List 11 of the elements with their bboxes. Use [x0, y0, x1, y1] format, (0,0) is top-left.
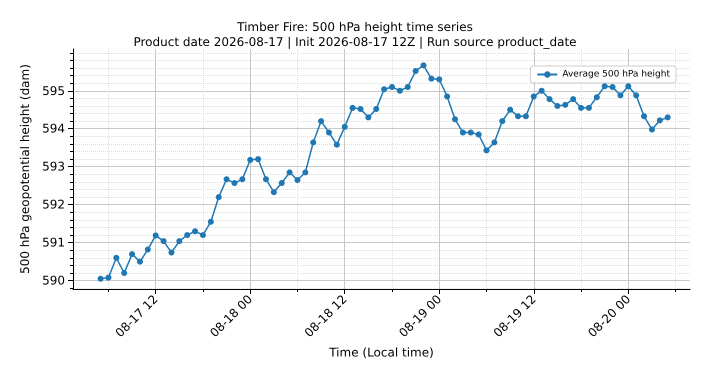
y-tick-label: 593	[42, 160, 65, 174]
y-tick-label: 595	[42, 84, 65, 98]
y-axis-title: 500 hPa geopotential height (dam)	[18, 64, 32, 274]
y-tick-label: 590	[42, 274, 65, 288]
y-tick-label: 594	[42, 122, 65, 136]
chart-title: Timber Fire: 500 hPa height time series	[236, 20, 473, 34]
legend-label: Average 500 hPa height	[562, 70, 670, 80]
y-tick-label: 591	[42, 236, 65, 250]
chart-subtitle: Product date 2026-08-17 | Init 2026-08-17 12Z | Run source product_date	[133, 35, 577, 49]
y-tick-label: 592	[42, 198, 65, 212]
x-axis-title: Time (Local time)	[328, 345, 434, 360]
